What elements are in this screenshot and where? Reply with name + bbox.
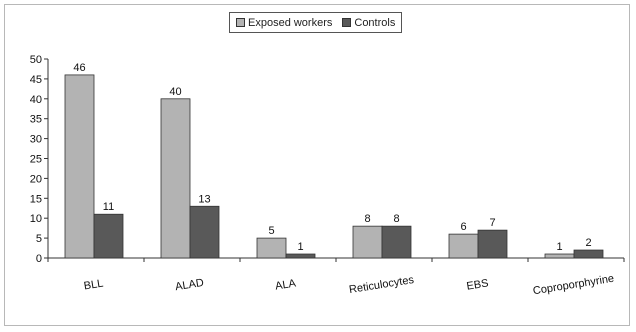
legend-item-controls: Controls [342, 17, 395, 29]
bar-controls [285, 253, 316, 259]
bar-controls [93, 213, 124, 259]
x-category-label: Reticulocytes [348, 274, 415, 296]
data-label: 46 [73, 62, 85, 74]
x-category-label: ALA [274, 277, 297, 292]
y-tick-label: 10 [30, 213, 42, 225]
legend-swatch-exposed [236, 18, 245, 27]
chart-frame: Exposed workers Controls [4, 4, 630, 326]
data-label: 8 [393, 213, 399, 225]
data-label: 5 [268, 225, 274, 237]
bar-controls [573, 249, 604, 259]
bar-controls [189, 205, 220, 259]
bar-exposed [352, 225, 383, 259]
y-tick-label: 45 [30, 74, 42, 86]
y-tick-label: 30 [30, 134, 42, 146]
y-tick-label: 0 [36, 253, 42, 265]
y-tick-label: 35 [30, 114, 42, 126]
y-tick-label: 25 [30, 154, 42, 166]
y-tick-label: 5 [36, 233, 42, 245]
bar-exposed [448, 233, 479, 259]
x-category-label: BLL [83, 278, 104, 293]
x-category-label: ALAD [174, 277, 204, 293]
bar-exposed [256, 237, 287, 259]
legend-label-exposed: Exposed workers [248, 16, 333, 29]
x-category-label: EBS [466, 277, 490, 292]
y-tick-label: 50 [30, 54, 42, 66]
data-label: 40 [169, 86, 181, 98]
y-tick-label: 15 [30, 193, 42, 205]
y-tick-label: 40 [30, 94, 42, 106]
data-label: 1 [556, 241, 562, 253]
legend-swatch-controls [342, 18, 352, 27]
bar-controls [477, 229, 508, 259]
legend-item-exposed: Exposed workers [236, 17, 332, 29]
data-label: 2 [585, 237, 591, 249]
bar-controls [381, 225, 412, 259]
data-label: 1 [297, 241, 303, 253]
data-label: 11 [103, 201, 114, 213]
x-category-label: Coproporphyrine [532, 273, 615, 298]
legend-label-controls: Controls [354, 16, 396, 29]
data-label: 8 [364, 213, 370, 225]
bar-exposed [64, 74, 95, 259]
y-tick-label: 20 [30, 173, 42, 185]
data-label: 7 [489, 217, 495, 229]
bar-exposed [160, 98, 191, 259]
data-label: 6 [460, 221, 466, 233]
data-label: 13 [198, 193, 210, 205]
bar-exposed [544, 253, 575, 259]
chart-legend: Exposed workers Controls [229, 12, 403, 33]
